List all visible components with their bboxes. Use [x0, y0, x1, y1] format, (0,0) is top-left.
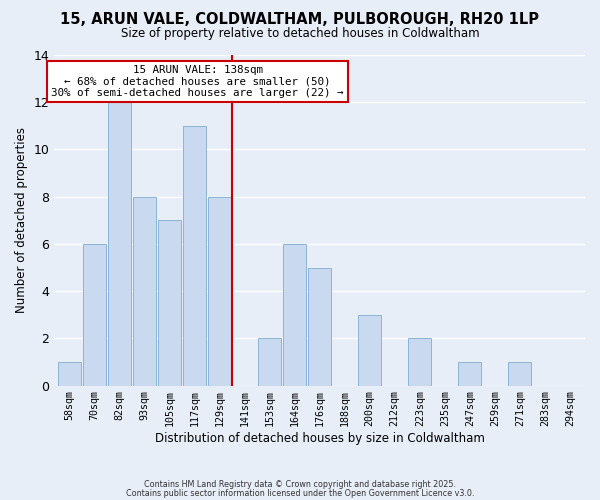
Text: 15, ARUN VALE, COLDWALTHAM, PULBOROUGH, RH20 1LP: 15, ARUN VALE, COLDWALTHAM, PULBOROUGH, … — [61, 12, 539, 28]
Bar — [208, 196, 231, 386]
Bar — [183, 126, 206, 386]
Text: Size of property relative to detached houses in Coldwaltham: Size of property relative to detached ho… — [121, 28, 479, 40]
Bar — [258, 338, 281, 386]
Text: Contains public sector information licensed under the Open Government Licence v3: Contains public sector information licen… — [126, 490, 474, 498]
Bar — [83, 244, 106, 386]
Text: 15 ARUN VALE: 138sqm
← 68% of detached houses are smaller (50)
30% of semi-detac: 15 ARUN VALE: 138sqm ← 68% of detached h… — [52, 65, 344, 98]
Bar — [458, 362, 481, 386]
Bar — [308, 268, 331, 386]
Bar — [58, 362, 81, 386]
Bar — [508, 362, 532, 386]
Bar — [358, 314, 381, 386]
Bar — [158, 220, 181, 386]
Bar — [408, 338, 431, 386]
Bar — [133, 196, 156, 386]
Bar — [108, 102, 131, 386]
Text: Contains HM Land Registry data © Crown copyright and database right 2025.: Contains HM Land Registry data © Crown c… — [144, 480, 456, 489]
Bar — [283, 244, 306, 386]
X-axis label: Distribution of detached houses by size in Coldwaltham: Distribution of detached houses by size … — [155, 432, 485, 445]
Y-axis label: Number of detached properties: Number of detached properties — [15, 128, 28, 314]
